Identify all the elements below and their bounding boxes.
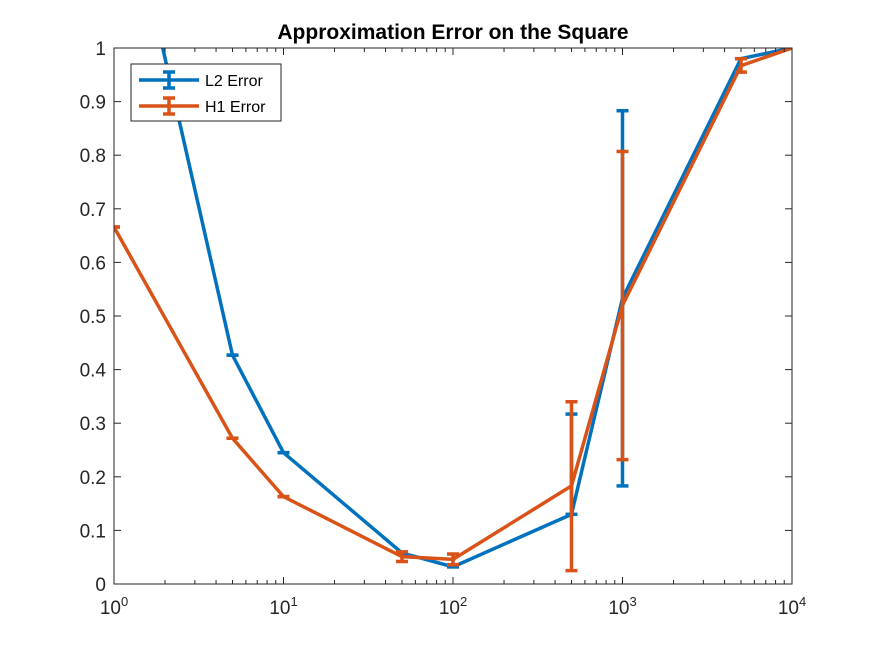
y-tick-label: 0.5 <box>80 307 106 328</box>
x-tick-exponent: 2 <box>460 594 467 609</box>
legend-label-2: H1 Error <box>205 99 266 116</box>
x-tick-label: 100 <box>100 594 128 619</box>
y-tick-label: 0 <box>95 575 106 596</box>
x-tick-label: 101 <box>269 594 297 619</box>
x-tick-base: 10 <box>778 598 799 619</box>
x-tick-label: 102 <box>439 594 467 619</box>
legend-label-1: L2 Error <box>205 73 263 90</box>
y-tick-label: 0.2 <box>80 468 106 489</box>
plot-area <box>114 48 792 584</box>
y-tick-label: 0.1 <box>80 521 106 542</box>
legend: L2 Error H1 Error <box>130 63 282 122</box>
y-tick-label: 0.3 <box>80 414 106 435</box>
x-tick-base: 10 <box>439 598 460 619</box>
y-tick-label: 1 <box>95 39 106 60</box>
x-tick-base: 10 <box>100 598 121 619</box>
x-tick-base: 10 <box>269 598 290 619</box>
series-layer <box>114 48 792 573</box>
x-tick-base: 10 <box>608 598 629 619</box>
x-tick-exponent: 4 <box>799 594 806 609</box>
chart-title: Approximation Error on the Square <box>277 21 628 44</box>
x-tick-exponent: 0 <box>121 594 128 609</box>
x-tick-label: 103 <box>608 594 636 619</box>
legend-box <box>130 63 282 122</box>
y-tick-label: 0.7 <box>80 200 106 221</box>
y-tick-label: 0.4 <box>80 361 107 382</box>
x-tick-label: 104 <box>778 594 806 619</box>
x-tick-exponent: 3 <box>629 594 636 609</box>
y-tick-label: 0.9 <box>80 93 106 114</box>
y-tick-label: 0.6 <box>80 253 106 274</box>
x-tick-exponent: 1 <box>290 594 297 609</box>
y-tick-label: 0.8 <box>80 146 106 167</box>
